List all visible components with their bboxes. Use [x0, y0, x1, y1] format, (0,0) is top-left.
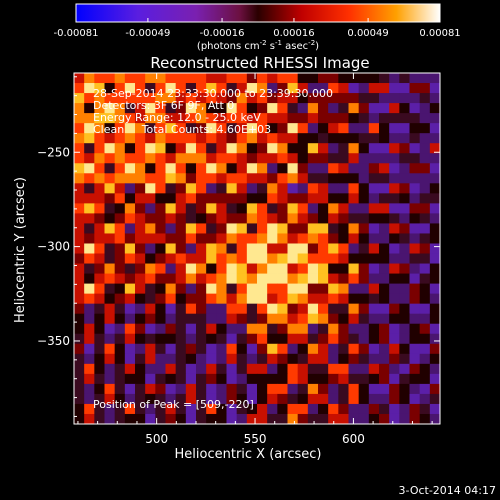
colorbar-unit-label: (photons cm-2 s-1 asec-2) [197, 39, 319, 52]
y-axis-label: Heliocentric Y (arcsec) [13, 177, 28, 323]
footer-timestamp: 3-Oct-2014 04:17 [399, 484, 496, 497]
plot-frame [73, 72, 441, 425]
y-axis-ticks: −250 −300 −350 [37, 76, 440, 417]
annotation-detectors: Detectors: 3F 6F 9F, Att 0 [93, 99, 234, 112]
colorbar-tick-label: -0.00081 [54, 28, 99, 39]
annotation-time-range: 28-Sep-2014 23:33:30.000 to 23:39:30.000 [93, 87, 333, 100]
annotation-counts: Clean Total Counts: 4.60E+03 [93, 123, 271, 136]
colorbar-tick-label: 0.00049 [347, 28, 388, 39]
colorbar-gradient [75, 3, 441, 23]
colorbar-tick-label: 0.00081 [419, 28, 460, 39]
colorbar-tick-label: -0.00016 [200, 28, 245, 39]
annotation-block: 28-Sep-2014 23:33:30.000 to 23:39:30.000… [93, 87, 333, 136]
annotation-energy-range: Energy Range: 12.0 - 25.0 keV [93, 111, 261, 124]
colorbar-ticks: -0.00081 -0.00049 -0.00016 0.00016 0.00049 0.… [54, 18, 461, 39]
x-tick-label: 550 [244, 432, 267, 446]
colorbar-tick-label: 0.00016 [273, 28, 314, 39]
x-axis-ticks: 500 550 600 [77, 73, 433, 446]
y-tick-label: −300 [37, 240, 70, 254]
x-tick-label: 500 [145, 432, 168, 446]
heatmap-image [74, 73, 441, 425]
x-axis-label: Heliocentric X (arcsec) [175, 447, 322, 462]
peak-position-label: Position of Peak = [509,-220] [93, 398, 254, 411]
y-tick-label: −350 [37, 334, 70, 348]
colorbar: -0.00081 -0.00049 -0.00016 0.00016 0.00049 0.… [54, 3, 461, 52]
x-tick-label: 600 [342, 432, 365, 446]
colorbar-tick-label: -0.00049 [125, 28, 170, 39]
chart-title: Reconstructed RHESSI Image [150, 54, 369, 72]
y-tick-label: −250 [37, 145, 70, 159]
